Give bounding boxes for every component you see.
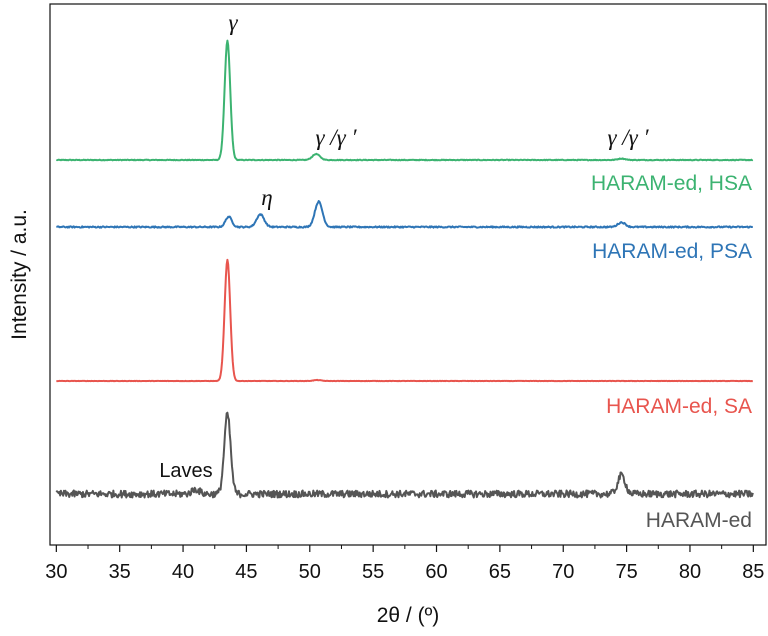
x-axis: 30 35 40 45 50 55 60 65 70 75 80 85 [45, 545, 764, 583]
x-tick-label: 75 [615, 561, 637, 583]
x-tick-label: 40 [172, 561, 194, 583]
annotation-layer: γ γ /γ ′ γ /γ ′ η Laves [159, 10, 649, 482]
x-tick-label: 45 [235, 561, 257, 583]
plot-frame [49, 3, 767, 546]
x-tick-label: 85 [742, 561, 764, 583]
series-layer [55, 39, 754, 499]
series-label: HARAM-ed [646, 509, 752, 532]
series-line [55, 411, 754, 499]
peak-annotation: γ /γ ′ [607, 125, 649, 150]
peak-annotation: γ [228, 10, 238, 35]
y-axis-title: Intensity / a.u. [8, 209, 31, 340]
series-label: HARAM-ed, SA [606, 395, 752, 418]
series-labels: HARAM-ed, HSA HARAM-ed, PSA HARAM-ed, SA HA… [591, 172, 752, 532]
x-tick-label: 30 [45, 561, 67, 583]
series-line [56, 258, 754, 383]
series-line [56, 39, 754, 162]
x-tick-label: 65 [489, 561, 511, 583]
x-tick-label: 55 [362, 561, 384, 583]
series-label: HARAM-ed, PSA [592, 240, 752, 263]
x-tick-label: 70 [552, 561, 574, 583]
x-tick-label: 35 [109, 561, 131, 583]
peak-annotation: γ /γ ′ [315, 125, 357, 150]
plot-border [49, 3, 767, 546]
peak-annotation: η [261, 185, 272, 210]
x-tick-label: 60 [425, 561, 447, 583]
x-tick-label: 80 [679, 561, 701, 583]
series-line [56, 200, 754, 229]
x-tick-label: 50 [299, 561, 321, 583]
peak-annotation: Laves [159, 460, 212, 482]
x-axis-title: 2θ / (º) [377, 604, 440, 627]
series-label: HARAM-ed, HSA [591, 172, 752, 195]
